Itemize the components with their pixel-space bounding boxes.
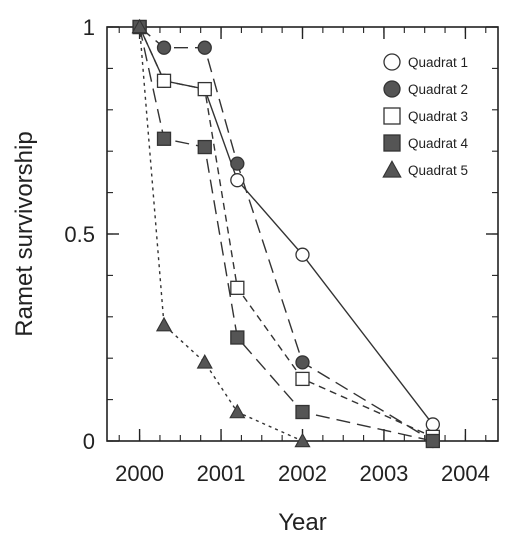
data-point-quadrat-2 — [197, 40, 212, 55]
series-lines-layer — [138, 26, 434, 442]
y-tick-label: 1 — [83, 15, 95, 40]
y-tick-label: 0.5 — [64, 222, 95, 247]
legend-marker-quadrat-5 — [382, 160, 402, 178]
series-line-quadrat-4 — [138, 26, 433, 442]
data-point-quadrat-3 — [197, 81, 212, 97]
legend-label-quadrat-1: Quadrat 1 — [408, 55, 468, 70]
data-point-quadrat-5 — [294, 432, 311, 448]
data-point-quadrat-3 — [295, 371, 310, 387]
legend-label-quadrat-3: Quadrat 3 — [408, 109, 468, 124]
legend: Quadrat 1 Quadrat 2 Quadrat 3 Quadrat 4 Quad… — [382, 53, 469, 178]
data-point-quadrat-1 — [295, 247, 310, 262]
series-line-quadrat-3 — [138, 26, 434, 438]
legend-marker-quadrat-4 — [383, 134, 401, 152]
data-point-quadrat-1 — [425, 417, 440, 432]
x-tick-label: 2000 — [115, 461, 164, 486]
legend-marker-quadrat-3 — [383, 107, 401, 125]
x-tick-label: 2001 — [197, 461, 246, 486]
data-point-quadrat-5 — [131, 18, 148, 34]
data-point-quadrat-5 — [155, 316, 173, 332]
data-point-quadrat-3 — [230, 280, 245, 295]
data-point-quadrat-4 — [295, 404, 310, 420]
legend-label-quadrat-2: Quadrat 2 — [408, 82, 468, 97]
legend-label-quadrat-5: Quadrat 5 — [408, 163, 468, 178]
series-markers-layer — [131, 18, 440, 449]
data-point-quadrat-4 — [197, 139, 212, 155]
legend-label-quadrat-4: Quadrat 4 — [408, 136, 469, 151]
data-point-quadrat-2 — [295, 355, 310, 370]
x-tick-label: 2004 — [441, 461, 490, 486]
y-axis-label: Ramet survivorship — [11, 131, 38, 336]
x-tick-label: 2003 — [359, 461, 408, 486]
data-point-quadrat-5 — [229, 403, 246, 419]
data-point-quadrat-4 — [425, 433, 440, 449]
data-point-quadrat-4 — [156, 131, 172, 146]
series-line-quadrat-5 — [138, 26, 303, 442]
y-tick-label: 0 — [83, 429, 95, 454]
x-tick-label: 2002 — [278, 461, 327, 486]
legend-marker-quadrat-1 — [383, 53, 401, 71]
data-point-quadrat-2 — [156, 40, 172, 55]
legend-marker-quadrat-2 — [383, 80, 401, 98]
data-point-quadrat-2 — [230, 156, 245, 171]
x-axis-label: Year — [278, 509, 327, 536]
data-point-quadrat-4 — [230, 330, 245, 345]
data-point-quadrat-5 — [196, 354, 213, 369]
data-point-quadrat-1 — [230, 173, 245, 188]
data-point-quadrat-3 — [156, 73, 172, 88]
